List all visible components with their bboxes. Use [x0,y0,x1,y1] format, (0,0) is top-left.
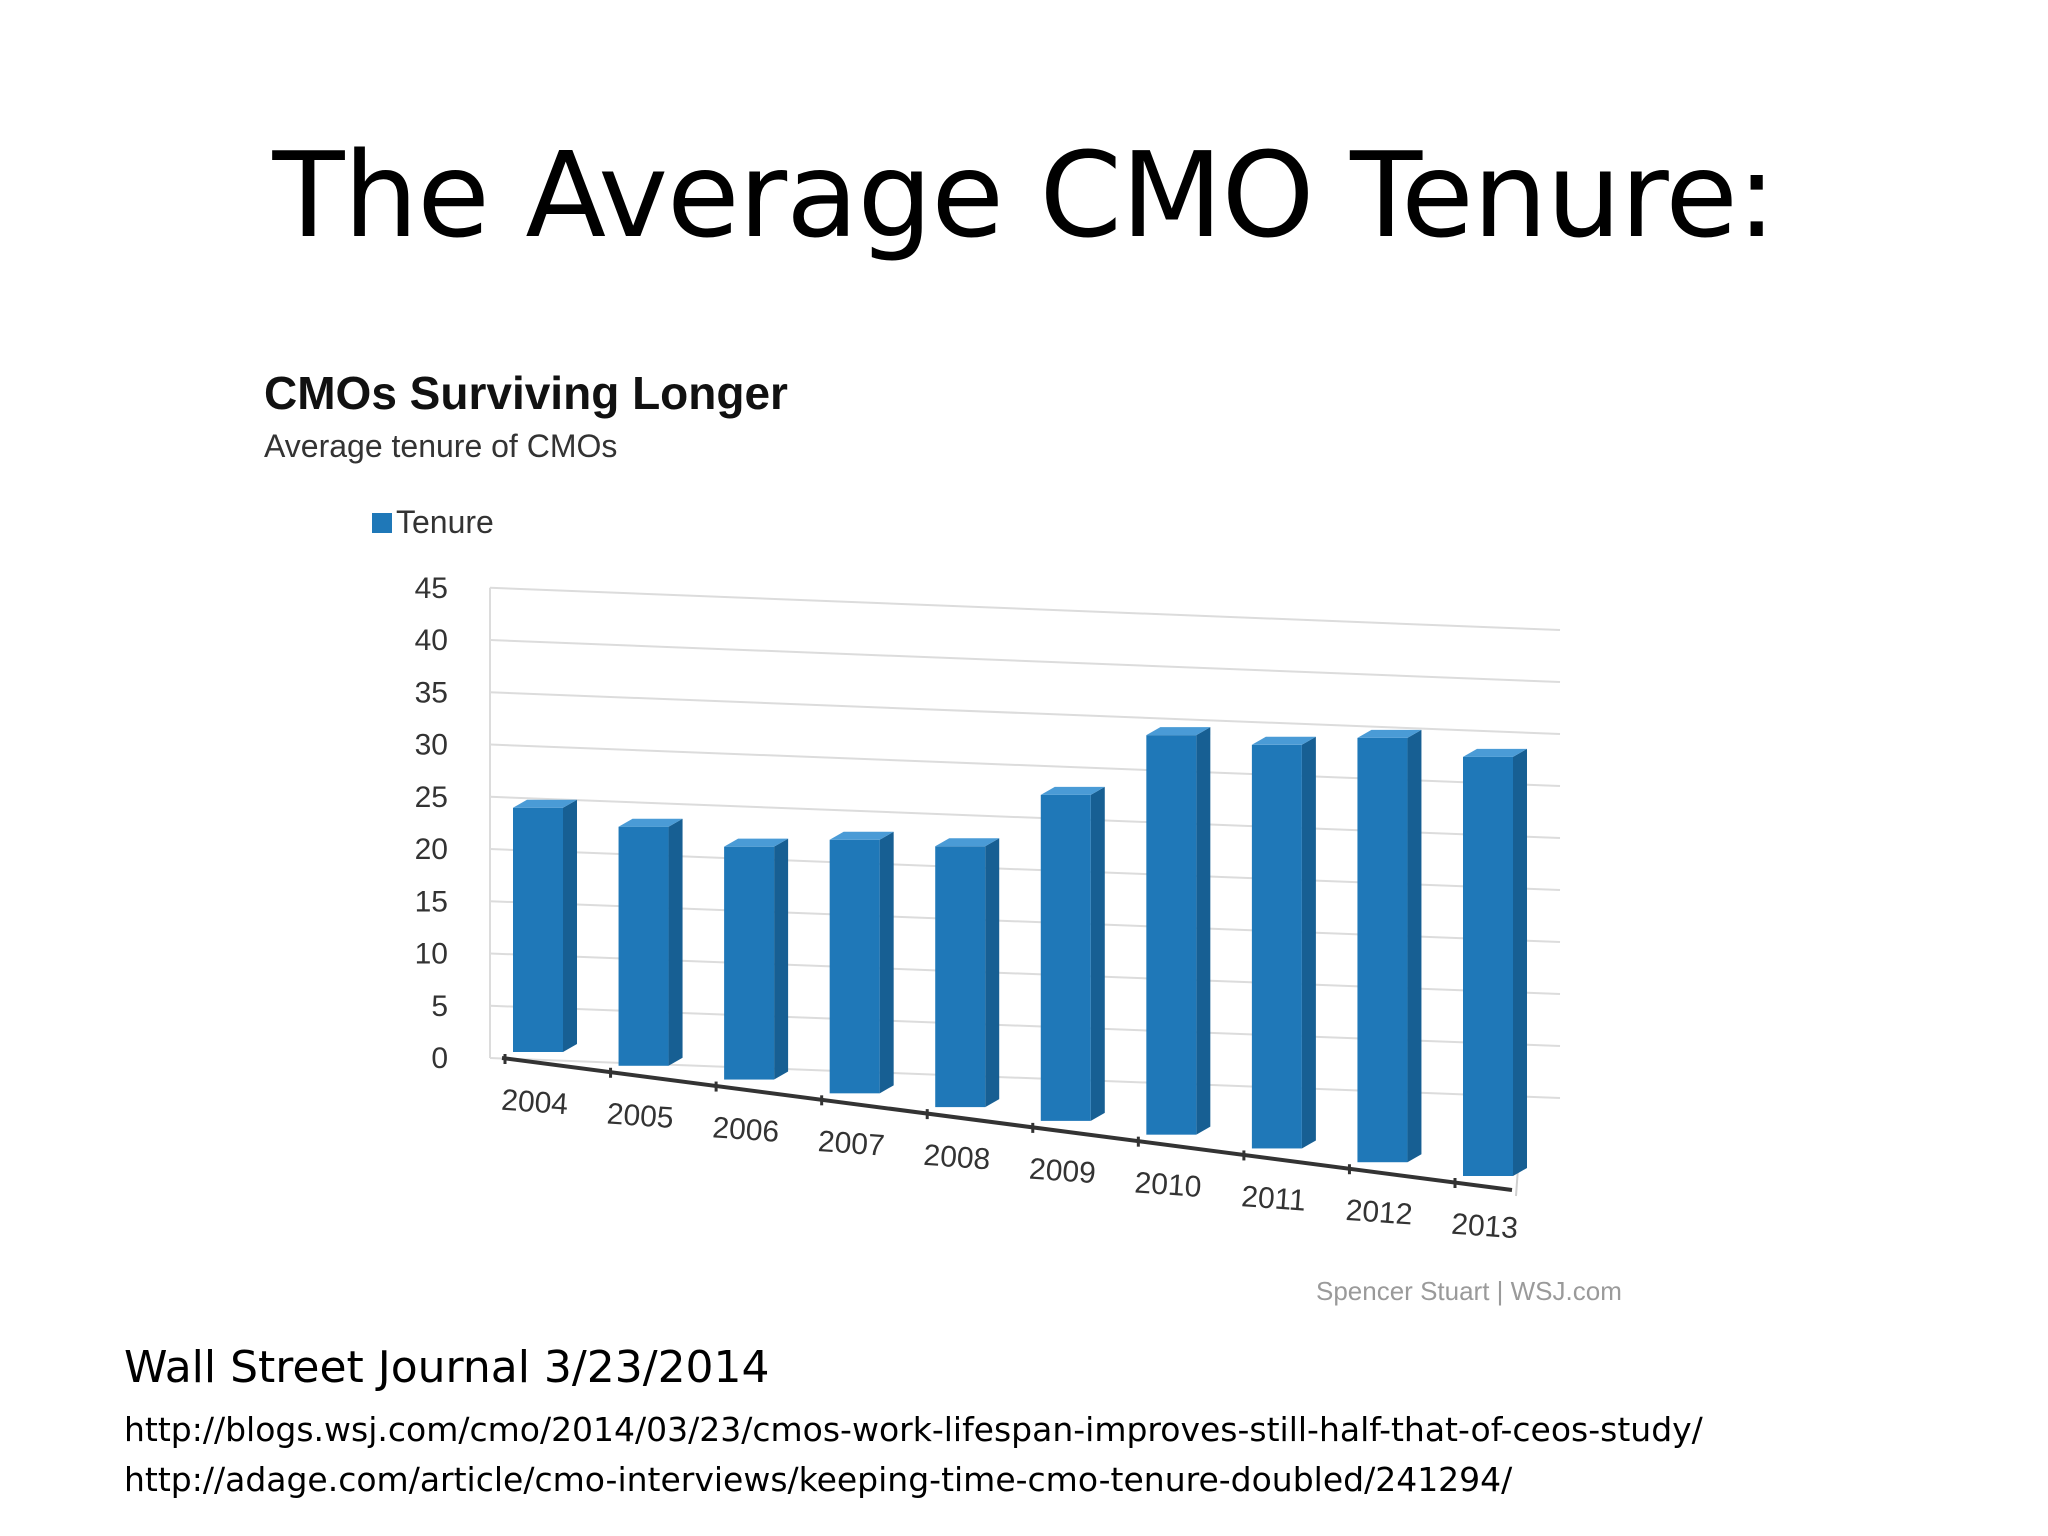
x-tick-label: 2008 [922,1139,991,1177]
bar-side [879,831,894,1094]
gridline [489,691,1561,735]
bar-top [1146,727,1211,736]
x-tick-label: 2013 [1450,1208,1519,1246]
chart-legend: Tenure [372,504,494,541]
bar-side [668,818,683,1066]
bar-side [1407,729,1422,1163]
bar-top [935,838,1000,847]
bar [935,846,986,1108]
y-tick-label: 30 [415,729,448,762]
bar-top [1357,729,1422,738]
bar-top [829,831,894,840]
bar-top [618,818,683,827]
bar [1146,735,1197,1135]
x-tick-label: 2005 [606,1098,675,1136]
x-tick-label: 2012 [1345,1194,1414,1232]
bar [1463,756,1513,1176]
bar-top [513,799,577,808]
y-tick-label: 35 [415,676,448,709]
bar-side [563,799,577,1052]
slide-title: The Average CMO Tenure: [272,126,1776,264]
y-tick-label: 10 [415,938,448,971]
source-caption: Wall Street Journal 3/23/2014 [124,1342,770,1393]
bar [1357,737,1408,1163]
bar-top [1463,748,1527,757]
bar [618,826,669,1066]
bar [1251,744,1302,1149]
chart-credit: Spencer Stuart | WSJ.com [1316,1276,1622,1306]
source-link-wsj[interactable]: http://blogs.wsj.com/cmo/2014/03/23/cmos… [124,1410,1703,1449]
legend-swatch [372,512,392,533]
bar [513,807,563,1052]
bar-side [1301,736,1316,1149]
x-tick-label: 2011 [1240,1180,1307,1217]
y-tick-label: 15 [415,885,448,918]
bar [829,839,880,1094]
bar-top [1040,786,1105,795]
y-tick-label: 25 [415,781,448,814]
legend-label: Tenure [396,504,494,540]
chart-subtitle: Average tenure of CMOs [264,428,618,464]
chart-title: CMOs Surviving Longer [264,367,788,419]
y-tick-label: 40 [415,624,448,657]
x-axis-line [501,1056,1513,1192]
bar [724,846,775,1080]
bar-side [1513,748,1527,1176]
bar-side [985,838,1000,1108]
bar-side [1090,786,1105,1121]
y-tick-label: 5 [431,990,448,1023]
bar-top [724,838,789,847]
bar [1040,794,1091,1121]
y-tick-label: 20 [415,833,448,866]
gridline [489,586,1561,631]
x-tick-label: 2006 [711,1111,780,1149]
x-tick-label: 2004 [500,1084,569,1122]
y-tick-label: 45 [415,572,448,605]
x-tick-label: 2009 [1028,1153,1097,1191]
source-link-adage[interactable]: http://adage.com/article/cmo-interviews/… [124,1460,1513,1499]
x-tick-label: 2010 [1134,1166,1203,1204]
bar-side [774,838,789,1080]
x-tick-label: 2007 [817,1125,886,1163]
bar-side [1196,727,1211,1135]
bar-top [1251,736,1316,745]
y-tick-label: 0 [431,1042,448,1075]
gridline [489,639,1561,683]
